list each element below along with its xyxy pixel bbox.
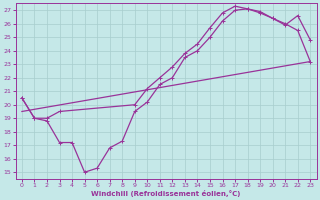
X-axis label: Windchill (Refroidissement éolien,°C): Windchill (Refroidissement éolien,°C) <box>92 190 241 197</box>
